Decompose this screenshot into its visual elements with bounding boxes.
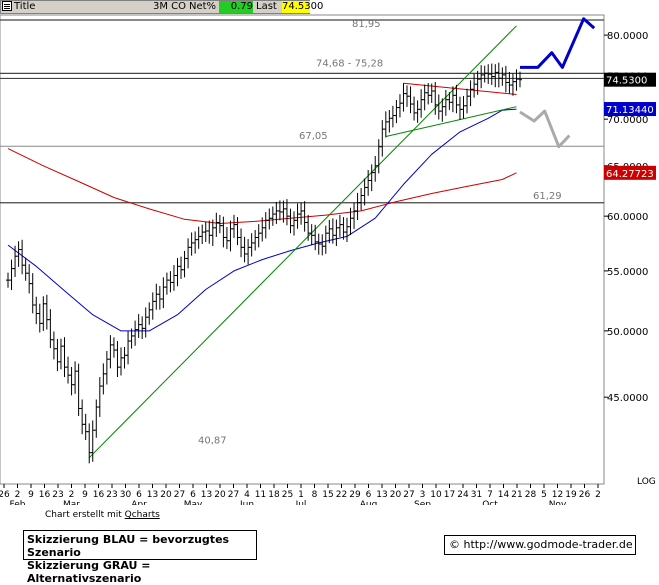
- x-tick-label: 20: [390, 490, 402, 500]
- price-tick-label: 70.0000: [607, 115, 648, 126]
- x-tick-label: 14: [498, 490, 510, 500]
- price-tick-label: 60.0000: [607, 212, 648, 223]
- month-label: Mar: [63, 500, 80, 505]
- x-tick-label: 18: [268, 490, 280, 500]
- x-tick-label: 22: [336, 490, 347, 500]
- credit-link[interactable]: Qcharts: [124, 510, 160, 520]
- title-icon: [2, 1, 12, 11]
- x-tick-label: 11: [255, 490, 266, 500]
- x-tick-label: 26: [0, 490, 10, 500]
- level-label: 67,05: [299, 131, 328, 142]
- x-tick-label: 16: [39, 490, 51, 500]
- copyright-icon: ©: [449, 538, 460, 551]
- level-label: 81,95: [352, 19, 381, 30]
- level-label: 40,87: [198, 436, 227, 447]
- x-tick-label: 3: [420, 490, 426, 500]
- x-tick-label: 23: [106, 490, 117, 500]
- scenario-blue-note: Skizzierung BLAU = bevorzugtes Szenario: [27, 533, 230, 559]
- x-tick-label: 9: [28, 490, 34, 500]
- x-tick-label: 13: [147, 490, 158, 500]
- x-tick-label: 31: [471, 490, 482, 500]
- level-label: 61,29: [533, 191, 562, 202]
- x-tick-label: 16: [93, 490, 105, 500]
- month-label: Sep: [414, 500, 431, 505]
- price-chart: 81,95 74,68 - 75,28 67,05 61,29 40,87 80.0000…: [0, 14, 656, 505]
- x-tick-label: 27: [403, 490, 414, 500]
- x-tick-label: 26: [579, 490, 591, 500]
- x-tick-label: 7: [487, 490, 493, 500]
- series-blue-scenario: [520, 17, 596, 69]
- month-label: Feb: [10, 500, 26, 505]
- x-tick-label: 2: [69, 490, 75, 500]
- month-label: Apr: [131, 500, 147, 505]
- title-label: Title: [14, 1, 36, 12]
- x-tick-label: 20: [214, 490, 226, 500]
- x-tick-label: 28: [525, 490, 537, 500]
- price-flag: [604, 72, 656, 87]
- price-tick-label: 55.0000: [607, 267, 648, 278]
- scenario-legend: Skizzierung BLAU = bevorzugtes Szenario …: [23, 530, 257, 585]
- series-blue: [7, 108, 517, 332]
- x-tick-label: 9: [82, 490, 88, 500]
- x-tick-label: 20: [160, 490, 172, 500]
- series-green-short: [385, 106, 517, 137]
- series-green: [88, 25, 517, 459]
- x-tick-label: 13: [376, 490, 387, 500]
- level-label: 74,68 - 75,28: [316, 58, 383, 69]
- x-tick-label: 23: [52, 490, 63, 500]
- price-flag-label: 64.27723: [606, 169, 654, 180]
- credit-prefix: Chart erstellt mit: [45, 510, 125, 520]
- x-tick-label: 2: [15, 490, 21, 500]
- x-tick-label: 6: [190, 490, 196, 500]
- x-tick-label: 6: [366, 490, 372, 500]
- series-gray-scenario: [519, 109, 571, 149]
- price-flag: [604, 165, 656, 180]
- credit: Chart erstellt mit Qcharts: [45, 510, 160, 520]
- net-value: 0.79: [219, 1, 253, 13]
- x-tick-label: 29: [349, 490, 361, 500]
- month-label: Jun: [239, 500, 254, 505]
- x-tick-label: 24: [457, 490, 469, 500]
- net-label: Net%: [189, 1, 217, 12]
- last-value: 74.5300: [282, 1, 324, 13]
- x-tick-label: 2: [595, 490, 601, 500]
- x-tick-label: 4: [244, 490, 250, 500]
- x-tick-label: 30: [120, 490, 132, 500]
- x-tick-label: 1: [298, 490, 304, 500]
- x-tick-label: 17: [444, 490, 455, 500]
- month-label: Oct: [482, 500, 498, 505]
- x-tick-label: 6: [136, 490, 142, 500]
- x-tick-label: 21: [511, 490, 522, 500]
- series-red-trend: [403, 82, 517, 95]
- source-url-box: © http://www.godmode-trader.de: [444, 535, 636, 555]
- log-label: LOG: [637, 477, 656, 487]
- source-url[interactable]: http://www.godmode-trader.de: [463, 538, 633, 551]
- x-tick-label: 15: [322, 490, 333, 500]
- x-tick-label: 19: [565, 490, 577, 500]
- price-tick-label: 45.0000: [607, 393, 648, 404]
- price-flag: [604, 102, 656, 117]
- month-label: Aug: [360, 500, 378, 505]
- price-flag-label: 74.5300: [606, 76, 647, 87]
- x-tick-label: 10: [430, 490, 442, 500]
- x-tick-label: 27: [228, 490, 239, 500]
- x-tick-label: 12: [552, 490, 563, 500]
- x-tick-label: 5: [541, 490, 547, 500]
- x-tick-label: 25: [282, 490, 293, 500]
- x-tick-label: 13: [201, 490, 212, 500]
- x-tick-label: 27: [174, 490, 185, 500]
- series-red: [7, 148, 517, 224]
- price-flag-label: 71.13440: [606, 105, 654, 116]
- plot-frame: [0, 14, 605, 485]
- month-label: Nov: [549, 500, 567, 505]
- month-label: Jul: [295, 500, 307, 505]
- chart-header: Title 3M CO Net% 0.79 Last 74.5300: [0, 0, 324, 14]
- symbol-label: 3M CO: [153, 1, 187, 12]
- x-tick-label: 8: [312, 490, 318, 500]
- last-label: Last: [256, 1, 277, 12]
- month-label: May: [184, 500, 203, 505]
- price-tick-label: 80.0000: [607, 31, 648, 42]
- price-tick-label: 50.0000: [607, 327, 648, 338]
